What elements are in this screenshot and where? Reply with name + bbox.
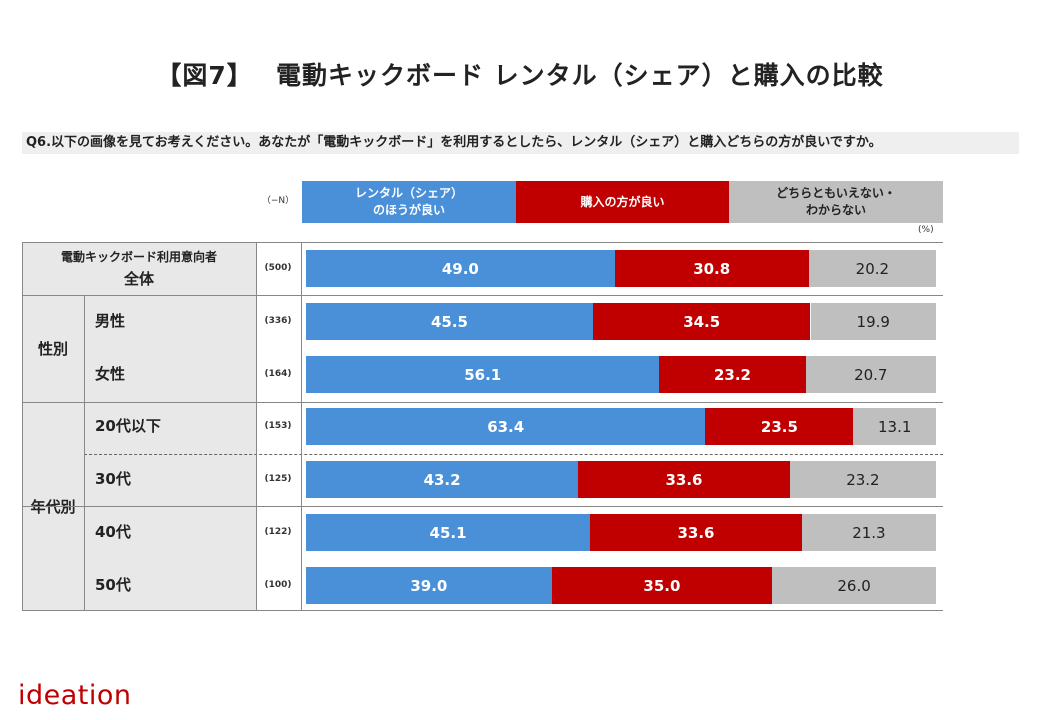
legend-buy-label: 購入の方が良い (580, 194, 665, 209)
bar-segment-rent: 45.5 (306, 303, 593, 340)
bar-segment-rent: 39.0 (306, 567, 552, 604)
dashed-divider-20-30 (84, 454, 943, 455)
legend-rent: レンタル（シェア） のほうが良い (302, 181, 516, 223)
bar-segment-buy: 30.8 (614, 250, 809, 287)
bar-segment-rent: 45.1 (306, 514, 591, 551)
legend-dk-line1: どちらともいえない・ (776, 186, 896, 200)
age-label: 年代別 (30, 498, 76, 516)
unit-label: (%) (918, 225, 934, 235)
bar-segment-dk: 19.9 (810, 303, 936, 340)
bar-segment-rent: 49.0 (306, 250, 615, 287)
row-label: 男性 (95, 312, 126, 330)
divider-gender (22, 402, 943, 403)
table-left-line (22, 242, 23, 611)
bar-segment-buy: 33.6 (590, 514, 802, 551)
chart-title: 【図7】 電動キックボード レンタル（シェア）と購入の比較 (156, 61, 884, 90)
bar-segment-dk: 23.2 (789, 461, 936, 498)
bar-segment-buy: 35.0 (551, 567, 773, 604)
bar-segment-buy: 33.6 (578, 461, 790, 498)
legend-dk-line2: わからない (805, 203, 866, 217)
row-n-value: (336) (264, 316, 292, 326)
legend-dont-know: どちらともいえない・ わからない (729, 181, 943, 223)
bar-segment-rent: 43.2 (306, 461, 579, 498)
group-column-line (84, 295, 85, 611)
row-label: 50代 (95, 576, 131, 594)
stacked-bar: 45.1 33.6 21.3 (306, 514, 936, 551)
stacked-bar: 45.5 34.5 19.9 (306, 303, 936, 340)
n-header: （−N） (261, 196, 295, 206)
table-bottom-line (22, 610, 943, 611)
stacked-bar: 56.1 23.2 20.7 (306, 356, 936, 393)
row-label-total: 電動キックボード利用意向者 全体 (22, 242, 256, 295)
bar-segment-buy: 23.2 (659, 356, 806, 393)
row-n-value: (122) (264, 527, 292, 537)
bar-segment-buy: 23.5 (705, 408, 854, 445)
legend-rent-line1: レンタル（シェア） (354, 186, 463, 200)
group-label-gender: 性別 (22, 295, 84, 402)
gender-label: 性別 (37, 340, 68, 358)
bar-segment-rent: 63.4 (306, 408, 706, 445)
row-label: 20代以下 (95, 417, 161, 435)
bar-segment-buy: 34.5 (592, 303, 811, 340)
divider-total (22, 295, 943, 296)
bar-segment-dk: 20.7 (805, 356, 936, 393)
stacked-bar: 39.0 35.0 26.0 (306, 567, 936, 604)
row-n-value: (153) (264, 421, 292, 431)
row-n-value: (164) (264, 369, 292, 379)
row-n-value: (125) (264, 474, 292, 484)
bar-segment-dk: 13.1 (853, 408, 936, 445)
n-column-left-line (256, 242, 257, 611)
table-top-line (22, 242, 943, 243)
legend-buy: 購入の方が良い (516, 181, 729, 223)
row-label: 女性 (95, 365, 126, 383)
bar-segment-dk: 20.2 (808, 250, 936, 287)
legend-rent-line2: のほうが良い (372, 203, 445, 217)
ideation-logo: ideation (18, 680, 132, 711)
row-label: 30代 (95, 470, 131, 488)
bar-segment-dk: 26.0 (772, 567, 936, 604)
row-n-value: (500) (264, 263, 292, 273)
question-text: Q6.以下の画像を見てお考えください。あなたが「電動キックボード」を利用するとし… (22, 132, 1019, 154)
divider-age-50-40 (22, 506, 943, 507)
bar-segment-rent: 56.1 (306, 356, 660, 393)
bar-segment-dk: 21.3 (801, 514, 936, 551)
total-label-line1: 電動キックボード利用意向者 (60, 250, 217, 264)
stacked-bar: 63.4 23.5 13.1 (306, 408, 936, 445)
n-column-right-line (301, 242, 302, 611)
stacked-bar: 43.2 33.6 23.2 (306, 461, 936, 498)
sublabel-column (84, 295, 256, 611)
row-label: 40代 (95, 523, 131, 541)
stacked-bar: 49.0 30.8 20.2 (306, 250, 936, 287)
total-label-line2: 全体 (123, 270, 154, 288)
row-n-value: (100) (264, 580, 292, 590)
